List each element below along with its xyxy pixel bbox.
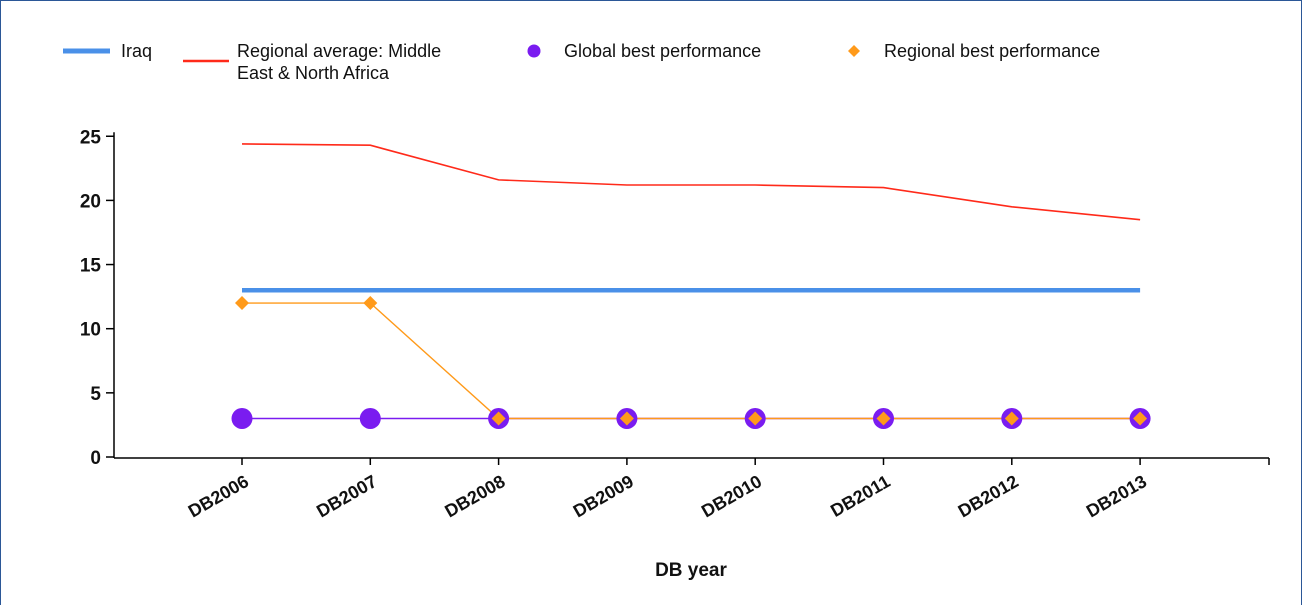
- regional-best-point: [619, 411, 634, 426]
- x-tick-label: DB2013: [1083, 471, 1150, 521]
- regional-best-point: [491, 411, 506, 426]
- legend-swatch-regional-best: [848, 45, 860, 57]
- legend-label: Regional best performance: [884, 41, 1100, 61]
- x-tick-label: DB2008: [441, 471, 508, 521]
- series-regional-average-line: [241, 143, 1141, 221]
- regional-best-point: [748, 411, 763, 426]
- regional-best-point: [1004, 411, 1019, 426]
- y-tick-label: 15: [80, 256, 102, 277]
- regional-best-point: [876, 411, 891, 426]
- y-tick-label: 10: [80, 320, 101, 341]
- x-tick-label: DB2009: [570, 471, 637, 521]
- global-best-point: [231, 408, 253, 430]
- y-axis: 0 5 10 15 20 25: [80, 127, 115, 469]
- series-layer: [231, 143, 1151, 430]
- y-tick-label: 0: [90, 448, 101, 469]
- y-tick-label: 20: [80, 191, 101, 212]
- regional-best-point: [1133, 411, 1148, 426]
- regional-best-point: [235, 296, 249, 311]
- x-tick-label: DB2010: [698, 471, 765, 521]
- x-axis: DB2006 DB2007 DB2008 DB2009 DB2010 DB2011 DB20…: [114, 457, 1270, 521]
- legend-label: Iraq: [121, 41, 152, 61]
- x-tick-label: DB2007: [313, 471, 380, 521]
- series-regional-best-line: [242, 302, 1141, 420]
- x-tick-label: DB2012: [955, 471, 1022, 521]
- legend-label: East & North Africa: [237, 63, 390, 83]
- y-tick-label: 25: [80, 127, 102, 148]
- global-best-point: [359, 408, 381, 430]
- x-tick-label: DB2006: [185, 471, 252, 521]
- regional-best-point: [363, 296, 378, 311]
- legend-label: Global best performance: [564, 41, 761, 61]
- y-tick-label: 5: [90, 384, 101, 405]
- legend-label: Regional average: Middle: [237, 41, 441, 61]
- x-tick-label: DB2011: [827, 471, 893, 521]
- x-axis-title: DB year: [655, 560, 727, 581]
- legend-swatch-global-best: [527, 44, 541, 58]
